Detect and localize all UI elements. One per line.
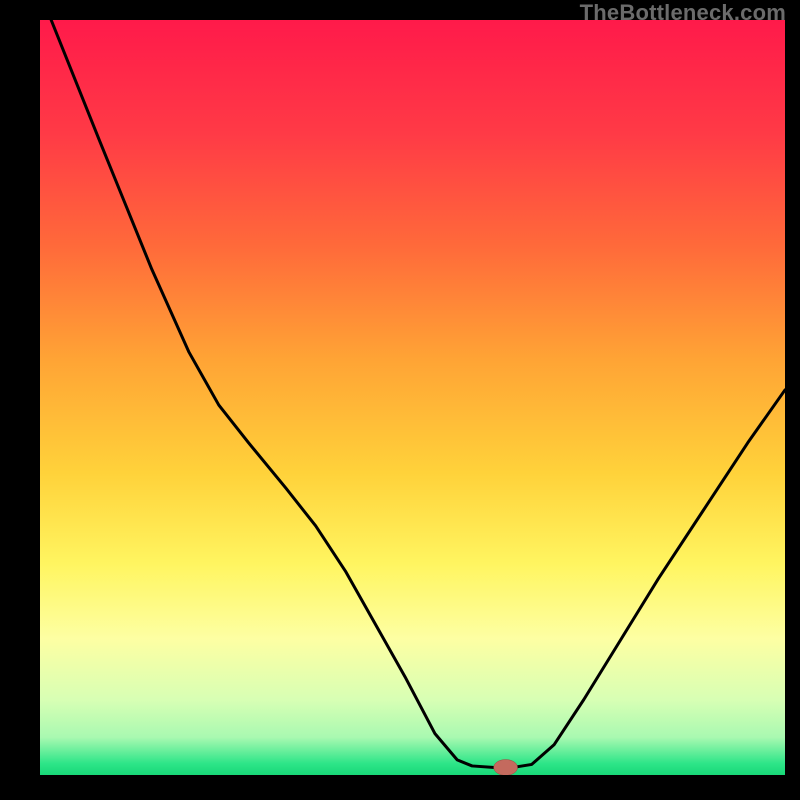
bottleneck-curve-chart [40, 20, 785, 775]
gradient-background [40, 20, 785, 775]
optimal-point-marker [494, 760, 518, 775]
plot-area [40, 20, 785, 775]
watermark-label: TheBottleneck.com [580, 0, 786, 26]
chart-frame: TheBottleneck.com [0, 0, 800, 800]
